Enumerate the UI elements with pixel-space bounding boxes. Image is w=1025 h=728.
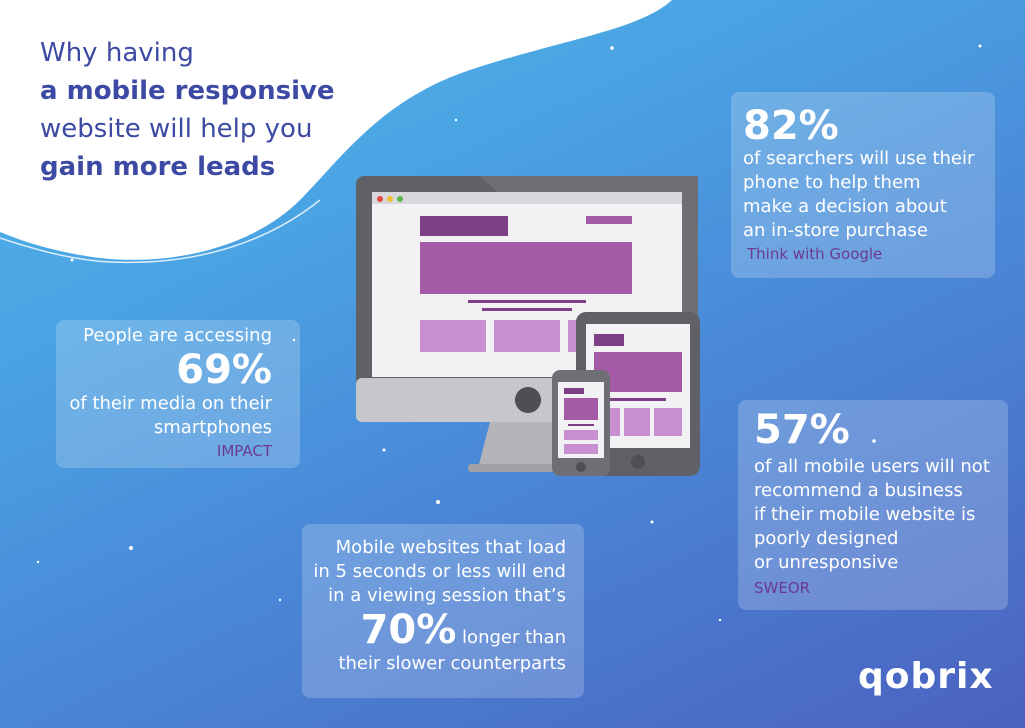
stat-82-line-2: phone to help them [743, 172, 921, 193]
stat-57-source: SWEOR [754, 579, 811, 597]
stat-57-line-1: of all mobile users will not [754, 456, 990, 477]
headline-line-4: gain more leads [40, 152, 276, 182]
stat-card-70: Mobile websites that load in 5 seconds o… [302, 524, 584, 698]
stat-text-57: of all mobile users will not recommend a… [754, 455, 990, 575]
stat-82-line-4: an in-store purchase [743, 220, 928, 241]
headline-line-3: website will help you [40, 114, 313, 144]
stat-70-value-suffix: longer than [456, 627, 566, 648]
stat-text-82: of searchers will use their phone to hel… [743, 147, 974, 243]
stat-value-69: 69% [176, 347, 272, 393]
stat-70-value-row: 70% longer than [313, 608, 566, 652]
smartphone-icon [552, 370, 610, 476]
stat-text-69: People are accessing 69% of their media … [69, 324, 272, 460]
stat-69-source: IMPACT [216, 442, 272, 460]
stat-57-line-5: or unresponsive [754, 552, 899, 573]
stat-57-line-4: poorly designed [754, 528, 899, 549]
stat-value-57: 57% [754, 407, 850, 453]
headline-line-1: Why having [40, 38, 194, 68]
headline-line-2: a mobile responsive [40, 76, 335, 106]
stat-value-82: 82% [743, 103, 839, 149]
stat-text-70: Mobile websites that load in 5 seconds o… [313, 536, 566, 676]
stat-57-line-3: if their mobile website is [754, 504, 976, 525]
stat-57-line-2: recommend a business [754, 480, 963, 501]
stat-69-intro: People are accessing [83, 325, 272, 346]
devices-illustration [356, 176, 700, 476]
stat-82-source: Think with Google [747, 245, 883, 263]
stars [36, 44, 982, 622]
stat-70-line-3: in a viewing session that’s [328, 585, 566, 606]
brand-logo: qobrix [858, 656, 994, 697]
stat-70-last-line: their slower counterparts [338, 653, 566, 674]
stat-card-82: 82% of searchers will use their phone to… [731, 92, 995, 278]
stat-82-line-3: make a decision about [743, 196, 947, 217]
stat-82-line-1: of searchers will use their [743, 148, 975, 169]
stat-value-70: 70% [360, 607, 457, 653]
white-wave-shape [0, 0, 672, 260]
stat-70-line-1: Mobile websites that load [335, 537, 566, 558]
stat-card-57: 57% of all mobile users will not recomme… [738, 400, 1008, 610]
stat-70-line-2: in 5 seconds or less will end [313, 561, 566, 582]
stat-69-line-2: smartphones [153, 417, 272, 438]
wave-outline [0, 199, 321, 264]
stat-69-line-1: of their media on their [69, 393, 272, 414]
stat-card-69: People are accessing 69% of their media … [56, 320, 300, 468]
headline: Why having a mobile responsive website w… [40, 34, 335, 186]
